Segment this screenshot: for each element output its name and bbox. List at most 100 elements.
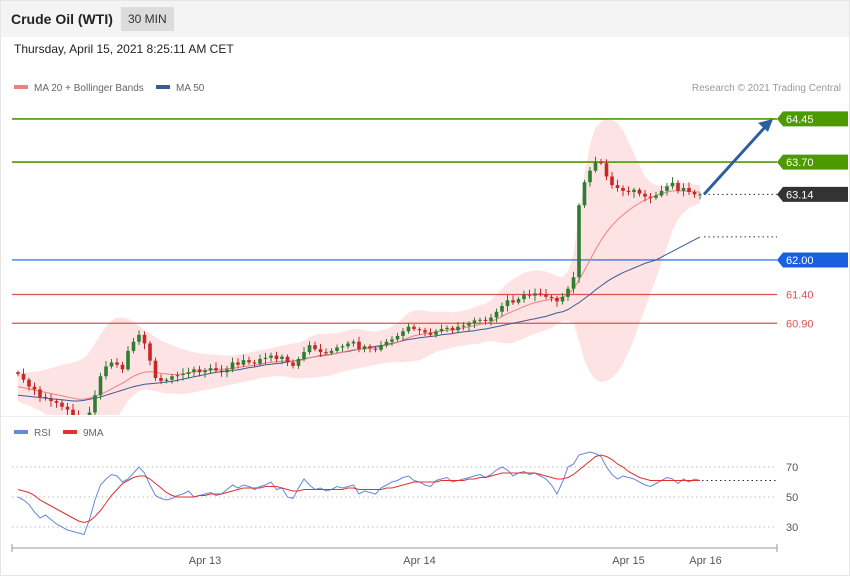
rsi-gridlines: 30 50 70	[12, 462, 798, 534]
candle-body	[692, 192, 697, 195]
candle-body	[544, 294, 548, 297]
level-label: 63.14	[786, 189, 814, 201]
title-bar: Crude Oil (WTI) 30 MIN	[1, 1, 849, 37]
candle-body	[192, 369, 196, 373]
candle-body	[38, 389, 42, 397]
candle-body	[280, 356, 284, 359]
candle-body	[472, 320, 477, 324]
candle-body	[445, 327, 449, 330]
rsi-tick-label: 50	[786, 492, 798, 504]
candle-body	[390, 339, 394, 342]
candle-body	[401, 331, 405, 336]
candle-body	[170, 376, 174, 380]
rsi-ma-legend-swatch	[63, 430, 77, 434]
candle-body	[313, 345, 317, 350]
candle-body	[71, 409, 75, 415]
x-tick-label: Apr 13	[189, 555, 221, 567]
candle-body	[395, 335, 400, 340]
ma20-legend-swatch	[14, 85, 28, 89]
ma50-legend-label: MA 50	[176, 83, 205, 94]
rsi-ma-legend-label: 9MA	[83, 428, 104, 439]
candle-body	[549, 296, 554, 298]
candle-body	[131, 341, 136, 351]
interval-badge[interactable]: 30 MIN	[121, 7, 174, 31]
candle-body	[687, 187, 691, 193]
candle-body	[362, 346, 367, 350]
candle-body	[230, 362, 235, 370]
rsi-tick-label: 30	[786, 522, 798, 534]
candle-body	[27, 379, 31, 387]
copyright-label: Research © 2021 Trading Central	[692, 83, 841, 94]
candle-body	[461, 325, 466, 327]
candle-body	[511, 300, 515, 303]
candle-body	[527, 294, 532, 296]
candle-body	[643, 193, 647, 197]
rsi-legend-label: RSI	[34, 428, 51, 439]
level-label-tag	[777, 186, 848, 202]
forecast-arrow-head	[758, 118, 773, 132]
candle-body	[593, 162, 598, 171]
candle-body	[500, 306, 504, 312]
candle-body	[252, 362, 257, 364]
candle-body	[87, 412, 92, 415]
candle-body	[340, 346, 345, 348]
candle-body	[148, 343, 152, 361]
rsi-tick-label: 70	[786, 462, 798, 474]
rsi-ma-line	[17, 454, 700, 524]
candle-body	[186, 372, 191, 374]
candle-body	[417, 329, 422, 331]
candle-body	[659, 190, 664, 196]
candle-body	[676, 182, 680, 191]
level-labels-layer: 64.45 63.70 63.14 62.00 61.40 60.90	[777, 111, 848, 330]
candle-body	[175, 375, 180, 377]
candle-body	[582, 182, 587, 206]
x-tick-label: Apr 15	[612, 555, 644, 567]
candle-body	[434, 331, 438, 335]
x-tick-label: Apr 16	[689, 555, 721, 567]
candle-body	[142, 334, 147, 344]
ma50-legend-swatch	[156, 85, 170, 89]
price-legend: MA 20 + Bollinger Bands MA 50 Research ©…	[14, 83, 841, 94]
level-label: 61.40	[786, 289, 814, 301]
candle-body	[346, 343, 350, 347]
candle-body	[115, 362, 119, 365]
candle-body	[274, 355, 279, 359]
candle-body	[423, 330, 427, 333]
candle-body	[164, 379, 169, 381]
candle-body	[467, 323, 471, 326]
candle-body	[577, 205, 581, 278]
candle-body	[522, 294, 526, 300]
candle-body	[258, 358, 262, 364]
candle-body	[98, 376, 103, 396]
candle-body	[203, 370, 207, 373]
candle-body	[32, 386, 37, 390]
candle-body	[516, 299, 521, 303]
candle-body	[269, 355, 273, 358]
candle-body	[225, 369, 229, 373]
candle-body	[43, 396, 48, 399]
candle-body	[412, 326, 416, 330]
bollinger-band-layer	[18, 118, 700, 415]
panel-separator	[1, 416, 849, 417]
candle-body	[335, 347, 339, 351]
level-lines-layer	[12, 118, 777, 324]
level-label-tag	[777, 111, 848, 127]
candle-body	[93, 395, 97, 413]
candle-body	[637, 189, 642, 194]
candle-body	[610, 176, 614, 186]
candle-body	[621, 187, 625, 191]
candle-body	[153, 360, 158, 378]
candle-body	[318, 349, 323, 353]
candle-body	[599, 162, 603, 164]
x-axis: Apr 13 Apr 14 Apr 15 Apr 16	[11, 544, 778, 567]
candle-body	[604, 163, 609, 177]
instrument-title: Crude Oil (WTI)	[11, 11, 113, 27]
rsi-chart: RSI 9MA 30 50 70 Apr 13 Apr 14 Apr 15 Apr 16	[11, 428, 798, 567]
candle-body	[681, 187, 686, 191]
candle-body	[16, 372, 20, 374]
candle-body	[698, 194, 702, 196]
level-label: 60.90	[786, 318, 814, 330]
candle-body	[109, 362, 114, 367]
candle-body	[588, 170, 592, 183]
